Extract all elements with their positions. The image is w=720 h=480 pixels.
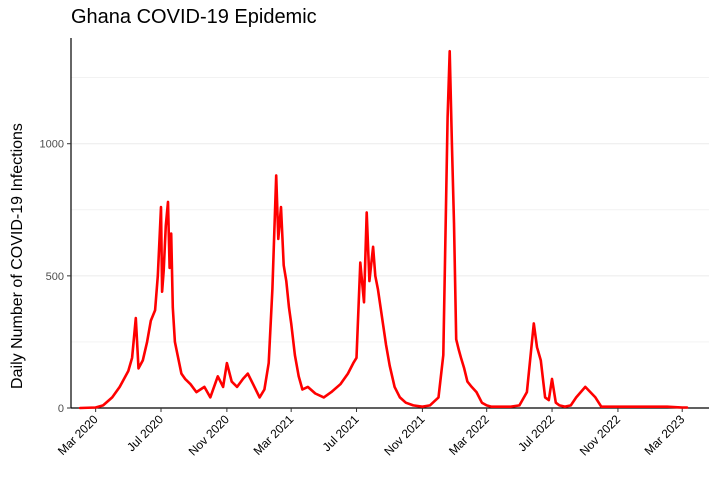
x-tick-label: Mar 2020 <box>55 412 101 458</box>
series-layer <box>78 49 689 410</box>
x-tick-label: Nov 2022 <box>577 412 623 458</box>
series-line <box>78 49 689 410</box>
y-tick-label: 1000 <box>40 139 64 151</box>
x-tick-label: Mar 2021 <box>251 412 297 458</box>
y-tick-label: 0 <box>58 403 64 415</box>
x-tick-label: Mar 2022 <box>446 412 492 458</box>
x-tick-label: Jul 2022 <box>515 412 557 454</box>
y-tick-label: 500 <box>46 271 64 283</box>
x-tick-label: Nov 2020 <box>186 412 232 458</box>
x-tick-label: Nov 2021 <box>381 412 427 458</box>
x-tick-label: Jul 2021 <box>320 412 362 454</box>
x-tick-label: Jul 2020 <box>124 412 166 454</box>
x-ticks: Mar 2020 Jul 2020 Nov 2020 Mar 2021 Jul 2021… <box>55 408 688 458</box>
y-axis-title: Daily Number of COVID-19 Infections <box>9 123 26 389</box>
x-tick-label: Mar 2023 <box>642 412 688 458</box>
grid-lines <box>71 77 709 343</box>
chart-title: Ghana COVID-19 Epidemic <box>71 6 317 28</box>
y-ticks: 0 500 1000 <box>40 139 71 415</box>
